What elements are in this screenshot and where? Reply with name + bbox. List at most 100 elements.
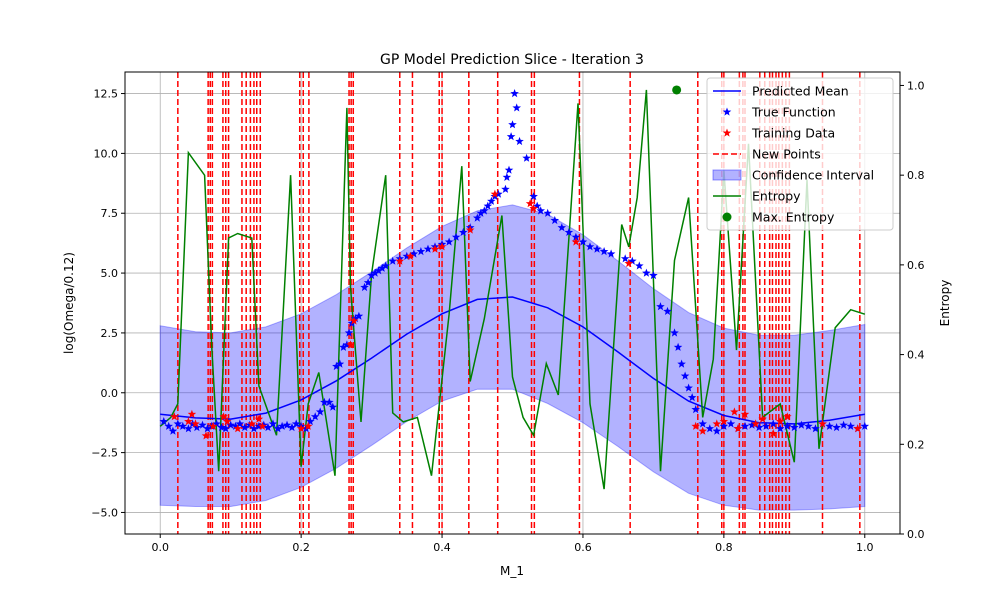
true-function-point <box>263 423 273 432</box>
true-function-point <box>536 206 545 215</box>
true-function-point <box>344 328 354 337</box>
y-tick-label: 2.5 <box>101 327 119 340</box>
training-data-point <box>184 417 193 426</box>
legend: Predicted Mean True Function Training Data… <box>706 77 894 231</box>
true-function-point <box>203 424 212 433</box>
true-function-point <box>677 359 686 368</box>
training-data-point <box>219 412 228 421</box>
true-function-point <box>606 249 616 258</box>
training-data-point <box>624 259 633 268</box>
training-data-point <box>775 417 785 426</box>
legend-label: Training Data <box>751 126 835 141</box>
true-function-point <box>599 247 609 256</box>
true-function-point <box>320 397 329 406</box>
true-function-point <box>164 421 173 430</box>
legend-swatch-true <box>722 107 732 116</box>
y2-tick-label: 0.6 <box>907 259 925 272</box>
true-function-point <box>354 311 364 320</box>
true-function-point <box>761 421 771 430</box>
training-data-point <box>768 429 778 438</box>
y-tick-label: −2.5 <box>91 447 118 460</box>
training-data-point <box>254 414 264 423</box>
true-function-point <box>698 419 707 428</box>
x-tick-label: 1.0 <box>856 541 874 554</box>
training-data-point <box>853 424 862 433</box>
true-function-point <box>168 426 178 435</box>
training-data-point <box>719 417 729 426</box>
true-function-point <box>839 420 848 429</box>
true-function-point <box>235 419 245 428</box>
training-data-point <box>465 225 475 234</box>
y2-tick-label: 0.4 <box>907 349 925 362</box>
legend-label: New Points <box>752 147 821 162</box>
true-function-point <box>277 421 287 430</box>
training-data-point <box>490 189 500 198</box>
chart-title: GP Model Prediction Slice - Iteration 3 <box>380 52 644 68</box>
true-function-point <box>663 306 672 315</box>
y-axis-label: log(Omega/0.12) <box>62 252 76 354</box>
training-data-point <box>818 419 827 428</box>
training-data-point <box>406 251 415 260</box>
y-tick-label: 7.5 <box>101 207 119 220</box>
true-function-point <box>173 419 183 428</box>
true-function-point <box>768 419 778 428</box>
x-tick-label: 0.0 <box>151 541 169 554</box>
training-data-point <box>758 414 767 423</box>
true-function-point <box>747 420 757 429</box>
true-function-point <box>550 215 560 225</box>
true-function-point <box>363 278 373 287</box>
training-data-point <box>201 431 211 440</box>
true-function-point <box>335 359 345 368</box>
true-function-point <box>691 405 700 414</box>
true-function-point <box>487 196 496 205</box>
true-function-point <box>451 232 461 241</box>
true-function-point <box>310 412 320 421</box>
true-function-point <box>315 407 325 416</box>
true-function-point <box>846 421 855 430</box>
legend-label: Predicted Mean <box>752 84 849 99</box>
legend-label: Max. Entropy <box>752 210 835 225</box>
true-function-point <box>444 237 454 246</box>
true-function-point <box>259 420 269 429</box>
y2-tick-label: 1.0 <box>907 79 925 92</box>
true-function-point <box>620 254 630 263</box>
true-function-point <box>687 393 697 402</box>
true-function-point <box>790 423 799 432</box>
training-data-point <box>187 409 197 418</box>
y-tick-label: 0.0 <box>101 387 119 400</box>
true-function-point <box>532 201 542 210</box>
true-function-point <box>712 426 722 435</box>
y2-tick-label: 0.8 <box>907 169 925 182</box>
true-function-point <box>192 423 202 432</box>
true-function-point <box>670 328 679 337</box>
true-function-point <box>268 419 278 428</box>
true-function-point <box>705 424 715 433</box>
true-function-point <box>217 423 226 432</box>
training-data-point <box>346 340 355 349</box>
training-data-point <box>529 203 538 213</box>
true-function-point <box>578 237 588 246</box>
true-function-point <box>178 421 188 430</box>
true-function-point <box>490 192 500 201</box>
true-function-point <box>680 371 690 380</box>
training-data-point <box>349 316 359 325</box>
true-function-point <box>423 244 433 253</box>
true-function-point <box>754 423 764 432</box>
true-function-point <box>483 201 493 210</box>
true-function-point <box>458 227 468 236</box>
training-data-point <box>258 421 267 430</box>
true-function-point <box>510 89 519 98</box>
true-function-point <box>501 184 510 193</box>
true-function-point <box>282 420 292 429</box>
legend-label: Entropy <box>752 189 801 204</box>
true-function-points <box>159 89 870 435</box>
true-function-point <box>592 244 602 253</box>
true-function-point <box>515 136 524 146</box>
true-function-point <box>328 402 338 411</box>
true-function-point <box>325 397 334 406</box>
true-function-point <box>360 282 369 292</box>
true-function-point <box>635 261 644 270</box>
training-data-point <box>437 242 447 251</box>
training-data-point <box>730 407 739 416</box>
